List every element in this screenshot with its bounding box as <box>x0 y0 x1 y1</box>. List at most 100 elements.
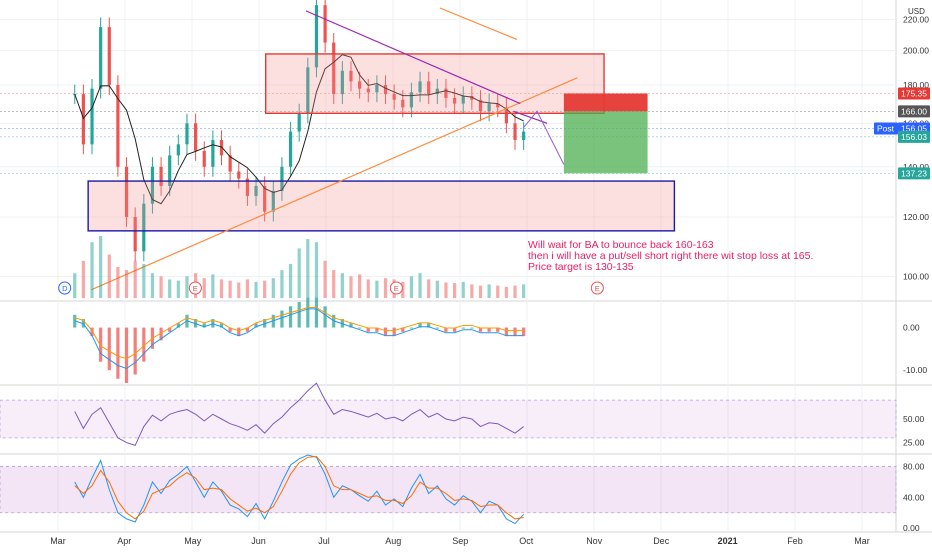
volume-bar <box>470 284 474 298</box>
price-marker[interactable] <box>898 105 930 118</box>
drawing-zones <box>87 7 676 291</box>
macd-histogram-bar <box>349 323 353 328</box>
macd-histogram-bar <box>288 306 293 328</box>
volume-bar <box>288 263 293 298</box>
volume-bar <box>323 260 327 298</box>
volume-bar <box>504 286 508 298</box>
candle-body <box>401 99 405 108</box>
stochastic-tick-label: 80.00 <box>903 462 925 472</box>
volume-bar <box>237 282 241 298</box>
time-tick-label: Jul <box>318 536 330 546</box>
volume-bar <box>228 280 232 298</box>
macd-histogram-bar <box>461 327 465 329</box>
candle-body <box>99 27 103 89</box>
volume-bar <box>358 274 362 298</box>
volume-bar <box>99 236 103 298</box>
price-tick-label: 120.00 <box>903 212 929 222</box>
event-badge[interactable] <box>590 281 604 295</box>
macd-line <box>74 308 524 370</box>
candle-body <box>306 67 310 114</box>
price-marker[interactable] <box>898 130 930 143</box>
volume-bar <box>116 267 120 298</box>
volume-bar <box>314 242 319 298</box>
macd-histogram-bar <box>297 302 301 328</box>
candle-body <box>435 88 439 95</box>
time-tick-label: Mar <box>854 536 870 546</box>
volume-bar <box>297 248 301 298</box>
volume-bar <box>401 281 405 298</box>
price-marker[interactable] <box>874 122 898 135</box>
profit-target-zone <box>563 111 648 174</box>
price-marker[interactable] <box>898 167 930 180</box>
volume-bar <box>427 279 431 298</box>
volume-bar <box>263 280 267 298</box>
grid-layer <box>0 0 932 533</box>
candle-body <box>142 203 146 252</box>
time-tick-label: Feb <box>787 536 803 546</box>
volume-bar <box>107 254 111 298</box>
macd-histogram-bar <box>228 327 232 332</box>
event-badge[interactable] <box>389 281 403 295</box>
macd-histogram-bar <box>452 327 457 332</box>
macd-signal-line <box>74 307 524 360</box>
trendline-projection <box>513 110 548 124</box>
candle-body <box>107 27 111 85</box>
volume-bar <box>271 278 275 298</box>
volume-bar <box>159 276 163 298</box>
annotation-line: Price target is 130-135 <box>528 261 634 273</box>
macd-histogram-bar <box>159 327 163 341</box>
time-tick-label: Aug <box>385 536 401 546</box>
time-tick-label: May <box>184 536 202 546</box>
volume-bar <box>211 274 215 298</box>
macd-histogram-bar <box>124 327 129 383</box>
stochastic-tick-label: 40.00 <box>903 492 925 502</box>
macd-histogram-bar <box>245 327 250 332</box>
macd-histogram-bar <box>306 297 310 328</box>
candle-body <box>349 70 353 82</box>
candle-body <box>211 140 215 167</box>
stochastic-k-line <box>74 454 525 525</box>
stochastic-d-line <box>74 456 524 520</box>
candle-body <box>116 84 120 167</box>
volume-bar <box>478 285 483 298</box>
price-marker-label: 156.03 <box>901 132 927 142</box>
macd-histogram-bar <box>133 327 137 375</box>
time-tick-label: Oct <box>519 536 534 546</box>
event-badge[interactable] <box>188 281 202 295</box>
macd-tick-label: -10.00 <box>903 365 927 375</box>
candle-body <box>470 96 474 100</box>
time-axis[interactable]: Mar Apr May Jun Jul Aug Sep Oct Nov Dec 2021 Feb Mar <box>50 536 870 546</box>
macd-histogram-bar <box>314 297 319 328</box>
price-axis[interactable]: 100.00120.00140.00160.00180.00200.00220.… <box>874 7 930 533</box>
event-badge[interactable] <box>58 281 72 295</box>
macd-histogram-bar <box>176 323 180 328</box>
candle-body <box>245 178 250 196</box>
volume-bar <box>366 279 370 298</box>
candle-body <box>478 99 483 112</box>
price-marker[interactable] <box>898 87 930 100</box>
macd-histogram-bar <box>366 327 370 332</box>
macd-histogram-bar <box>375 327 379 332</box>
volume-bar <box>375 280 379 298</box>
candle-body <box>150 166 155 204</box>
candle-body <box>496 103 500 108</box>
candle-body <box>383 84 388 95</box>
macd-histogram-bar <box>237 327 241 337</box>
upper-range-box <box>265 53 605 115</box>
macd-tick-label: 0.00 <box>903 323 920 333</box>
volume-bar <box>245 279 250 298</box>
candle-body <box>392 94 396 100</box>
price-tick-label: 140.00 <box>903 162 929 172</box>
macd-histogram-bar <box>427 323 431 328</box>
candle-body <box>254 185 258 196</box>
price-panel <box>73 0 526 262</box>
candle-body <box>522 131 526 141</box>
macd-histogram-bar <box>358 327 362 329</box>
macd-histogram-bar <box>219 323 224 328</box>
rsi-tick-label: 25.00 <box>903 438 925 448</box>
candle-body <box>133 217 137 252</box>
macd-histogram-bar <box>487 327 491 332</box>
volume-bar <box>306 239 310 298</box>
volume-bar <box>435 280 439 298</box>
